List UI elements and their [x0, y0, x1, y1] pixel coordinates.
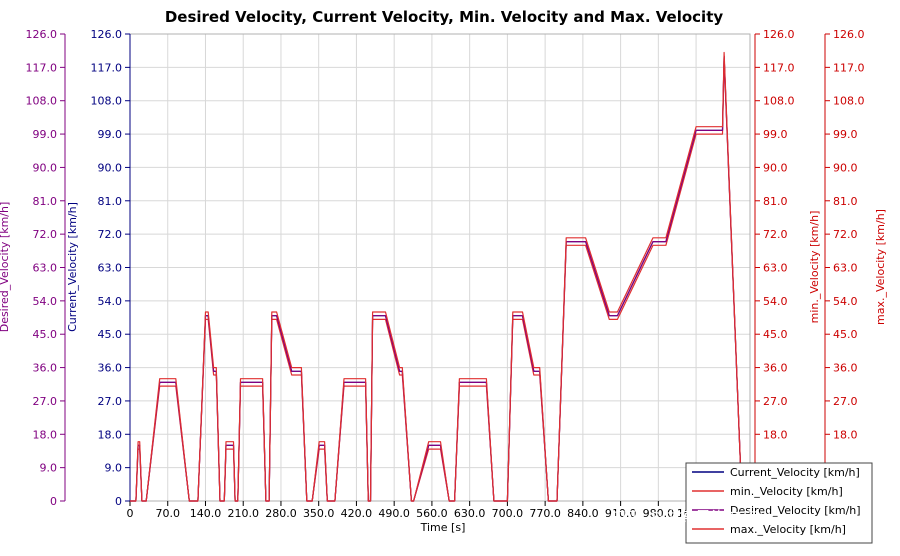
y-tick-label: 27.0: [33, 395, 58, 408]
y-tick-label: 63.0: [98, 262, 123, 275]
y-tick-label: 72.0: [833, 228, 858, 241]
y-tick-label: 81.0: [98, 195, 123, 208]
x-tick-label: 770.0: [529, 507, 561, 520]
y-tick-label: 90.0: [33, 161, 58, 174]
y-tick-label: 36.0: [763, 362, 788, 375]
y-tick-label: 63.0: [33, 262, 58, 275]
x-tick-label: 350.0: [303, 507, 335, 520]
x-tick-label: 490.0: [378, 507, 410, 520]
x-tick-label: 420.0: [341, 507, 373, 520]
y-tick-label: 117.0: [763, 61, 795, 74]
x-tick-label: 210.0: [227, 507, 259, 520]
x-tick-label: 840.0: [567, 507, 599, 520]
y-tick-label: 18.0: [763, 428, 788, 441]
y-tick-label: 108.0: [833, 95, 865, 108]
y-tick-label: 90.0: [98, 161, 123, 174]
y-tick-label: 72.0: [763, 228, 788, 241]
y-tick-label: 99.0: [98, 128, 123, 141]
x-tick-label: 560.0: [416, 507, 448, 520]
y-tick-label: 9.0: [40, 462, 58, 475]
y-tick-label: 54.0: [763, 295, 788, 308]
grid: [129, 33, 751, 502]
y-tick-label: 108.0: [26, 95, 58, 108]
x-tick-label: 910.0: [605, 507, 637, 520]
y-tick-label: 45.0: [33, 328, 58, 341]
y-tick-label: 63.0: [763, 262, 788, 275]
x-axis-label: Time [s]: [420, 521, 466, 534]
legend-label: min._Velocity [km/h]: [730, 485, 843, 498]
series-layer: [130, 51, 743, 502]
y-axis-label: Current_Velocity [km/h]: [66, 202, 79, 332]
y-tick-label: 54.0: [833, 295, 858, 308]
y-tick-label: 18.0: [98, 428, 123, 441]
series-line: [130, 51, 743, 502]
y-tick-label: 99.0: [33, 128, 58, 141]
legend-label: max._Velocity [km/h]: [730, 523, 846, 536]
y-tick-label: 90.0: [833, 161, 858, 174]
x-tick-label: 70.0: [155, 507, 180, 520]
y-tick-label: 54.0: [33, 295, 58, 308]
y-tick-label: 99.0: [833, 128, 858, 141]
chart-title: Desired Velocity, Current Velocity, Min.…: [165, 8, 724, 26]
y-tick-label: 36.0: [833, 362, 858, 375]
y-tick-label: 81.0: [763, 195, 788, 208]
y-axis-label: min._Velocity [km/h]: [808, 211, 821, 324]
y-tick-label: 36.0: [98, 362, 123, 375]
axes: 0 9.0 18.0 27.0 36.0 45.0 54.0 63.0 72.0 81.0 90.0…: [0, 28, 887, 520]
watermark: 知乎 @古德曼汽车工业: [610, 508, 775, 527]
y-tick-label: 72.0: [98, 228, 123, 241]
y-tick-label: 45.0: [98, 328, 123, 341]
y-tick-label: 108.0: [763, 95, 795, 108]
y-tick-label: 18.0: [833, 428, 858, 441]
y-tick-label: 45.0: [833, 328, 858, 341]
y-tick-label: 0: [50, 495, 57, 508]
y-tick-label: 126.0: [91, 28, 123, 41]
y-tick-label: 63.0: [833, 262, 858, 275]
y-tick-label: 9.0: [105, 462, 123, 475]
y-tick-label: 36.0: [33, 362, 58, 375]
y-tick-label: 72.0: [33, 228, 58, 241]
y-tick-label: 126.0: [833, 28, 865, 41]
legend-label: Desired_Velocity [km/h]: [730, 504, 861, 517]
y-tick-label: 90.0: [763, 161, 788, 174]
y-axis-label: max._Velocity [km/h]: [874, 209, 887, 325]
legend: Current_Velocity [km/h] min._Velocity [km…: [685, 462, 873, 544]
x-tick-label: 140.0: [190, 507, 222, 520]
x-tick-label: 280.0: [265, 507, 297, 520]
y-tick-label: 117.0: [26, 61, 58, 74]
x-tick-label: 700.0: [492, 507, 524, 520]
y-tick-label: 27.0: [763, 395, 788, 408]
y-tick-label: 126.0: [26, 28, 58, 41]
y-tick-label: 108.0: [91, 95, 123, 108]
y-tick-label: 54.0: [98, 295, 123, 308]
y-axis-label: Desired_Velocity [km/h]: [0, 202, 11, 333]
y-tick-label: 126.0: [763, 28, 795, 41]
x-tick-label: 980.0: [643, 507, 675, 520]
y-tick-label: 99.0: [763, 128, 788, 141]
y-tick-label: 18.0: [33, 428, 58, 441]
y-tick-label: 45.0: [763, 328, 788, 341]
x-tick-label: 0: [127, 507, 134, 520]
y-tick-label: 117.0: [91, 61, 123, 74]
y-tick-label: 27.0: [833, 395, 858, 408]
y-tick-label: 0: [115, 495, 122, 508]
x-tick-label: 630.0: [454, 507, 486, 520]
legend-label: Current_Velocity [km/h]: [730, 466, 860, 479]
y-tick-label: 117.0: [833, 61, 865, 74]
y-tick-label: 81.0: [33, 195, 58, 208]
y-tick-label: 27.0: [98, 395, 123, 408]
y-tick-label: 81.0: [833, 195, 858, 208]
